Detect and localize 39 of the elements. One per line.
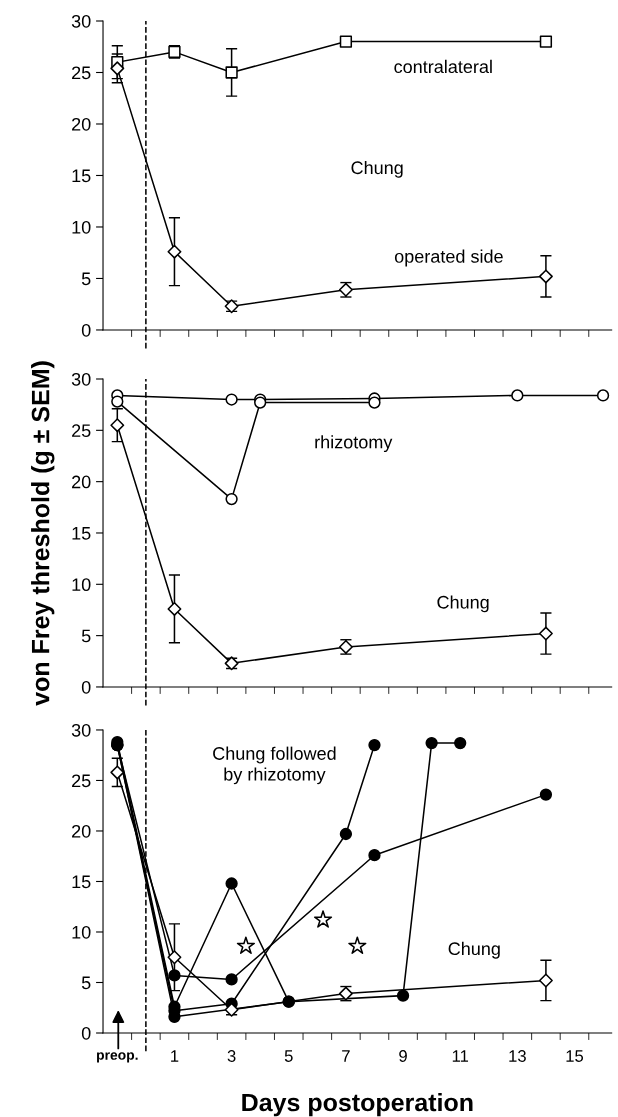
x-axis-title: Days postoperation bbox=[242, 1092, 473, 1117]
y-tick-label: 10 bbox=[72, 578, 91, 592]
x-tick-label: 5 bbox=[284, 1050, 293, 1062]
y-tick-label: 30 bbox=[71, 14, 91, 28]
y-tick-label: 20 bbox=[72, 824, 91, 838]
y-tick-label: 30 bbox=[71, 372, 91, 386]
x-tick-label: preop. bbox=[97, 1052, 138, 1063]
x-tick-label: 11 bbox=[452, 1050, 469, 1062]
annotation: Chung bbox=[351, 160, 403, 178]
x-tick-label: 13 bbox=[509, 1050, 526, 1062]
y-tick-label: 20 bbox=[72, 475, 91, 489]
x-tick-label: 15 bbox=[566, 1050, 584, 1062]
y-tick-label: 5 bbox=[81, 272, 91, 286]
y-tick-label: 30 bbox=[71, 723, 91, 737]
y-tick-label: 25 bbox=[72, 66, 91, 80]
annotation: rhizotomy bbox=[315, 435, 393, 453]
x-tick-label: 9 bbox=[399, 1050, 407, 1062]
annotation: Chung followed by rhizotomy bbox=[213, 746, 336, 785]
x-tick-label: 3 bbox=[227, 1050, 236, 1062]
y-tick-label: 0 bbox=[81, 323, 91, 337]
y-tick-label: 20 bbox=[72, 117, 91, 131]
y-tick-label: 15 bbox=[72, 875, 91, 889]
y-tick-label: 0 bbox=[81, 1026, 91, 1040]
y-tick-label: 15 bbox=[72, 527, 91, 540]
annotation: Chung bbox=[448, 941, 500, 959]
y-tick-label: 10 bbox=[72, 220, 91, 234]
y-tick-label: 5 bbox=[81, 629, 91, 643]
y-tick-label: 0 bbox=[81, 680, 91, 694]
y-tick-label: 5 bbox=[81, 976, 91, 990]
y-tick-label: 15 bbox=[72, 169, 91, 183]
x-tick-label: 7 bbox=[342, 1050, 350, 1062]
annotation: contralateral bbox=[394, 59, 492, 74]
y-tick-label: 10 bbox=[72, 925, 91, 939]
y-axis-title: von Frey threshold (g ± SEM) bbox=[31, 361, 55, 706]
y-tick-label: 25 bbox=[72, 774, 91, 788]
y-tick-label: 25 bbox=[72, 424, 91, 438]
annotation: Chung bbox=[437, 595, 489, 613]
x-tick-label: 1 bbox=[171, 1050, 179, 1062]
annotation: operated side bbox=[394, 249, 503, 267]
